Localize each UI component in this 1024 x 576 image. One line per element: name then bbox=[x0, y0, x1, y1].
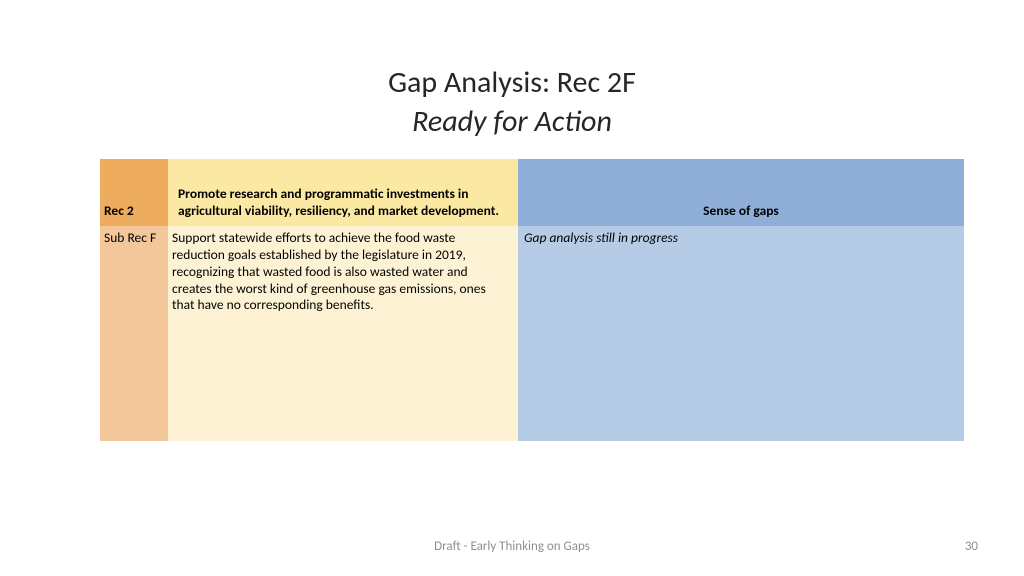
table-header-row: Rec 2 Promote research and programmatic … bbox=[100, 159, 964, 226]
cell-rec: Sub Rec F bbox=[100, 226, 168, 441]
header-desc: Promote research and programmatic invest… bbox=[168, 159, 518, 226]
gap-analysis-table: Rec 2 Promote research and programmatic … bbox=[100, 159, 964, 441]
cell-gaps: Gap analysis still in progress bbox=[518, 226, 964, 441]
title-block: Gap Analysis: Rec 2F Ready for Action bbox=[0, 64, 1024, 140]
slide: Gap Analysis: Rec 2F Ready for Action Re… bbox=[0, 0, 1024, 576]
header-rec: Rec 2 bbox=[100, 159, 168, 226]
page-number: 30 bbox=[965, 539, 978, 554]
header-gaps: Sense of gaps bbox=[518, 159, 964, 226]
slide-title-line2: Ready for Action bbox=[0, 103, 1024, 140]
footer-caption: Draft - Early Thinking on Gaps bbox=[0, 539, 1024, 554]
table: Rec 2 Promote research and programmatic … bbox=[100, 159, 964, 441]
table-row: Sub Rec F Support statewide efforts to a… bbox=[100, 226, 964, 441]
slide-title-line1: Gap Analysis: Rec 2F bbox=[0, 64, 1024, 101]
cell-desc: Support statewide efforts to achieve the… bbox=[168, 226, 518, 441]
